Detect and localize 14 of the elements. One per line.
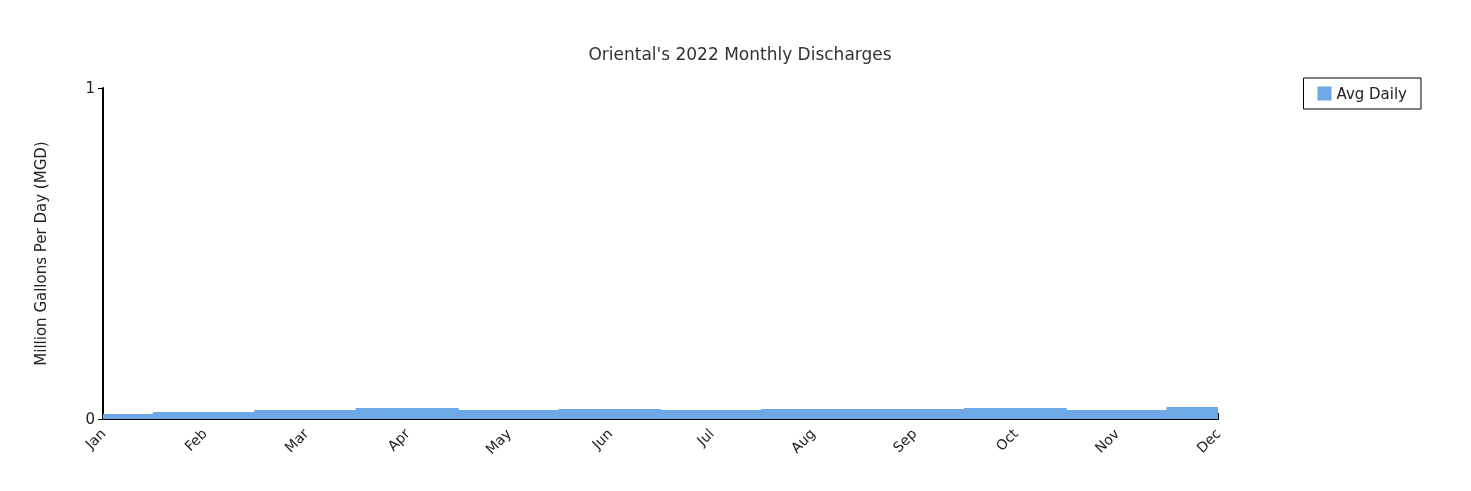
- y-tick-label: 0: [85, 410, 95, 428]
- x-tick-label: Jan: [81, 425, 109, 453]
- x-tick-label: Feb: [181, 425, 211, 455]
- x-tick-label: Mar: [281, 425, 312, 456]
- chart-title: Oriental's 2022 Monthly Discharges: [588, 43, 892, 64]
- y-tick-label: 1: [85, 79, 95, 97]
- x-tick-label: Oct: [992, 424, 1022, 454]
- x-tick-label: Dec: [1193, 425, 1224, 456]
- y-axis-title: Million Gallons Per Day (MGD): [31, 141, 50, 366]
- x-tick-label: Sep: [889, 425, 920, 456]
- x-tick-label: Jun: [588, 425, 616, 453]
- x-tick-label: Apr: [384, 425, 413, 454]
- x-tick-label: Jul: [692, 425, 717, 450]
- legend-label: Avg Daily: [1336, 84, 1408, 103]
